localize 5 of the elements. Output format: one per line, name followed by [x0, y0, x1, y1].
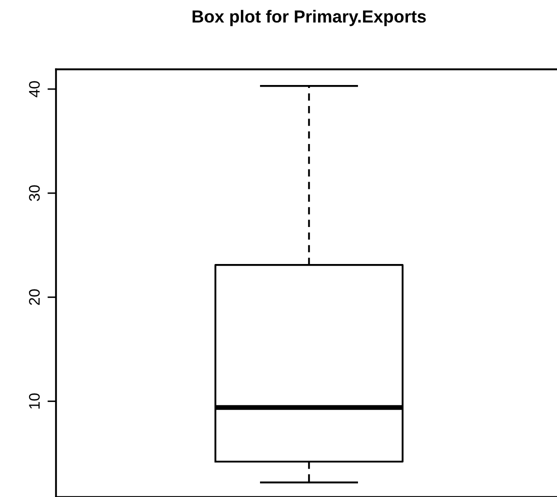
chart-title: Box plot for Primary.Exports [192, 10, 426, 26]
y-tick-label: 30 [28, 185, 40, 202]
y-tick-label: 20 [28, 289, 40, 305]
y-tick-label: 10 [28, 393, 40, 409]
y-tick-label: 40 [28, 81, 40, 98]
